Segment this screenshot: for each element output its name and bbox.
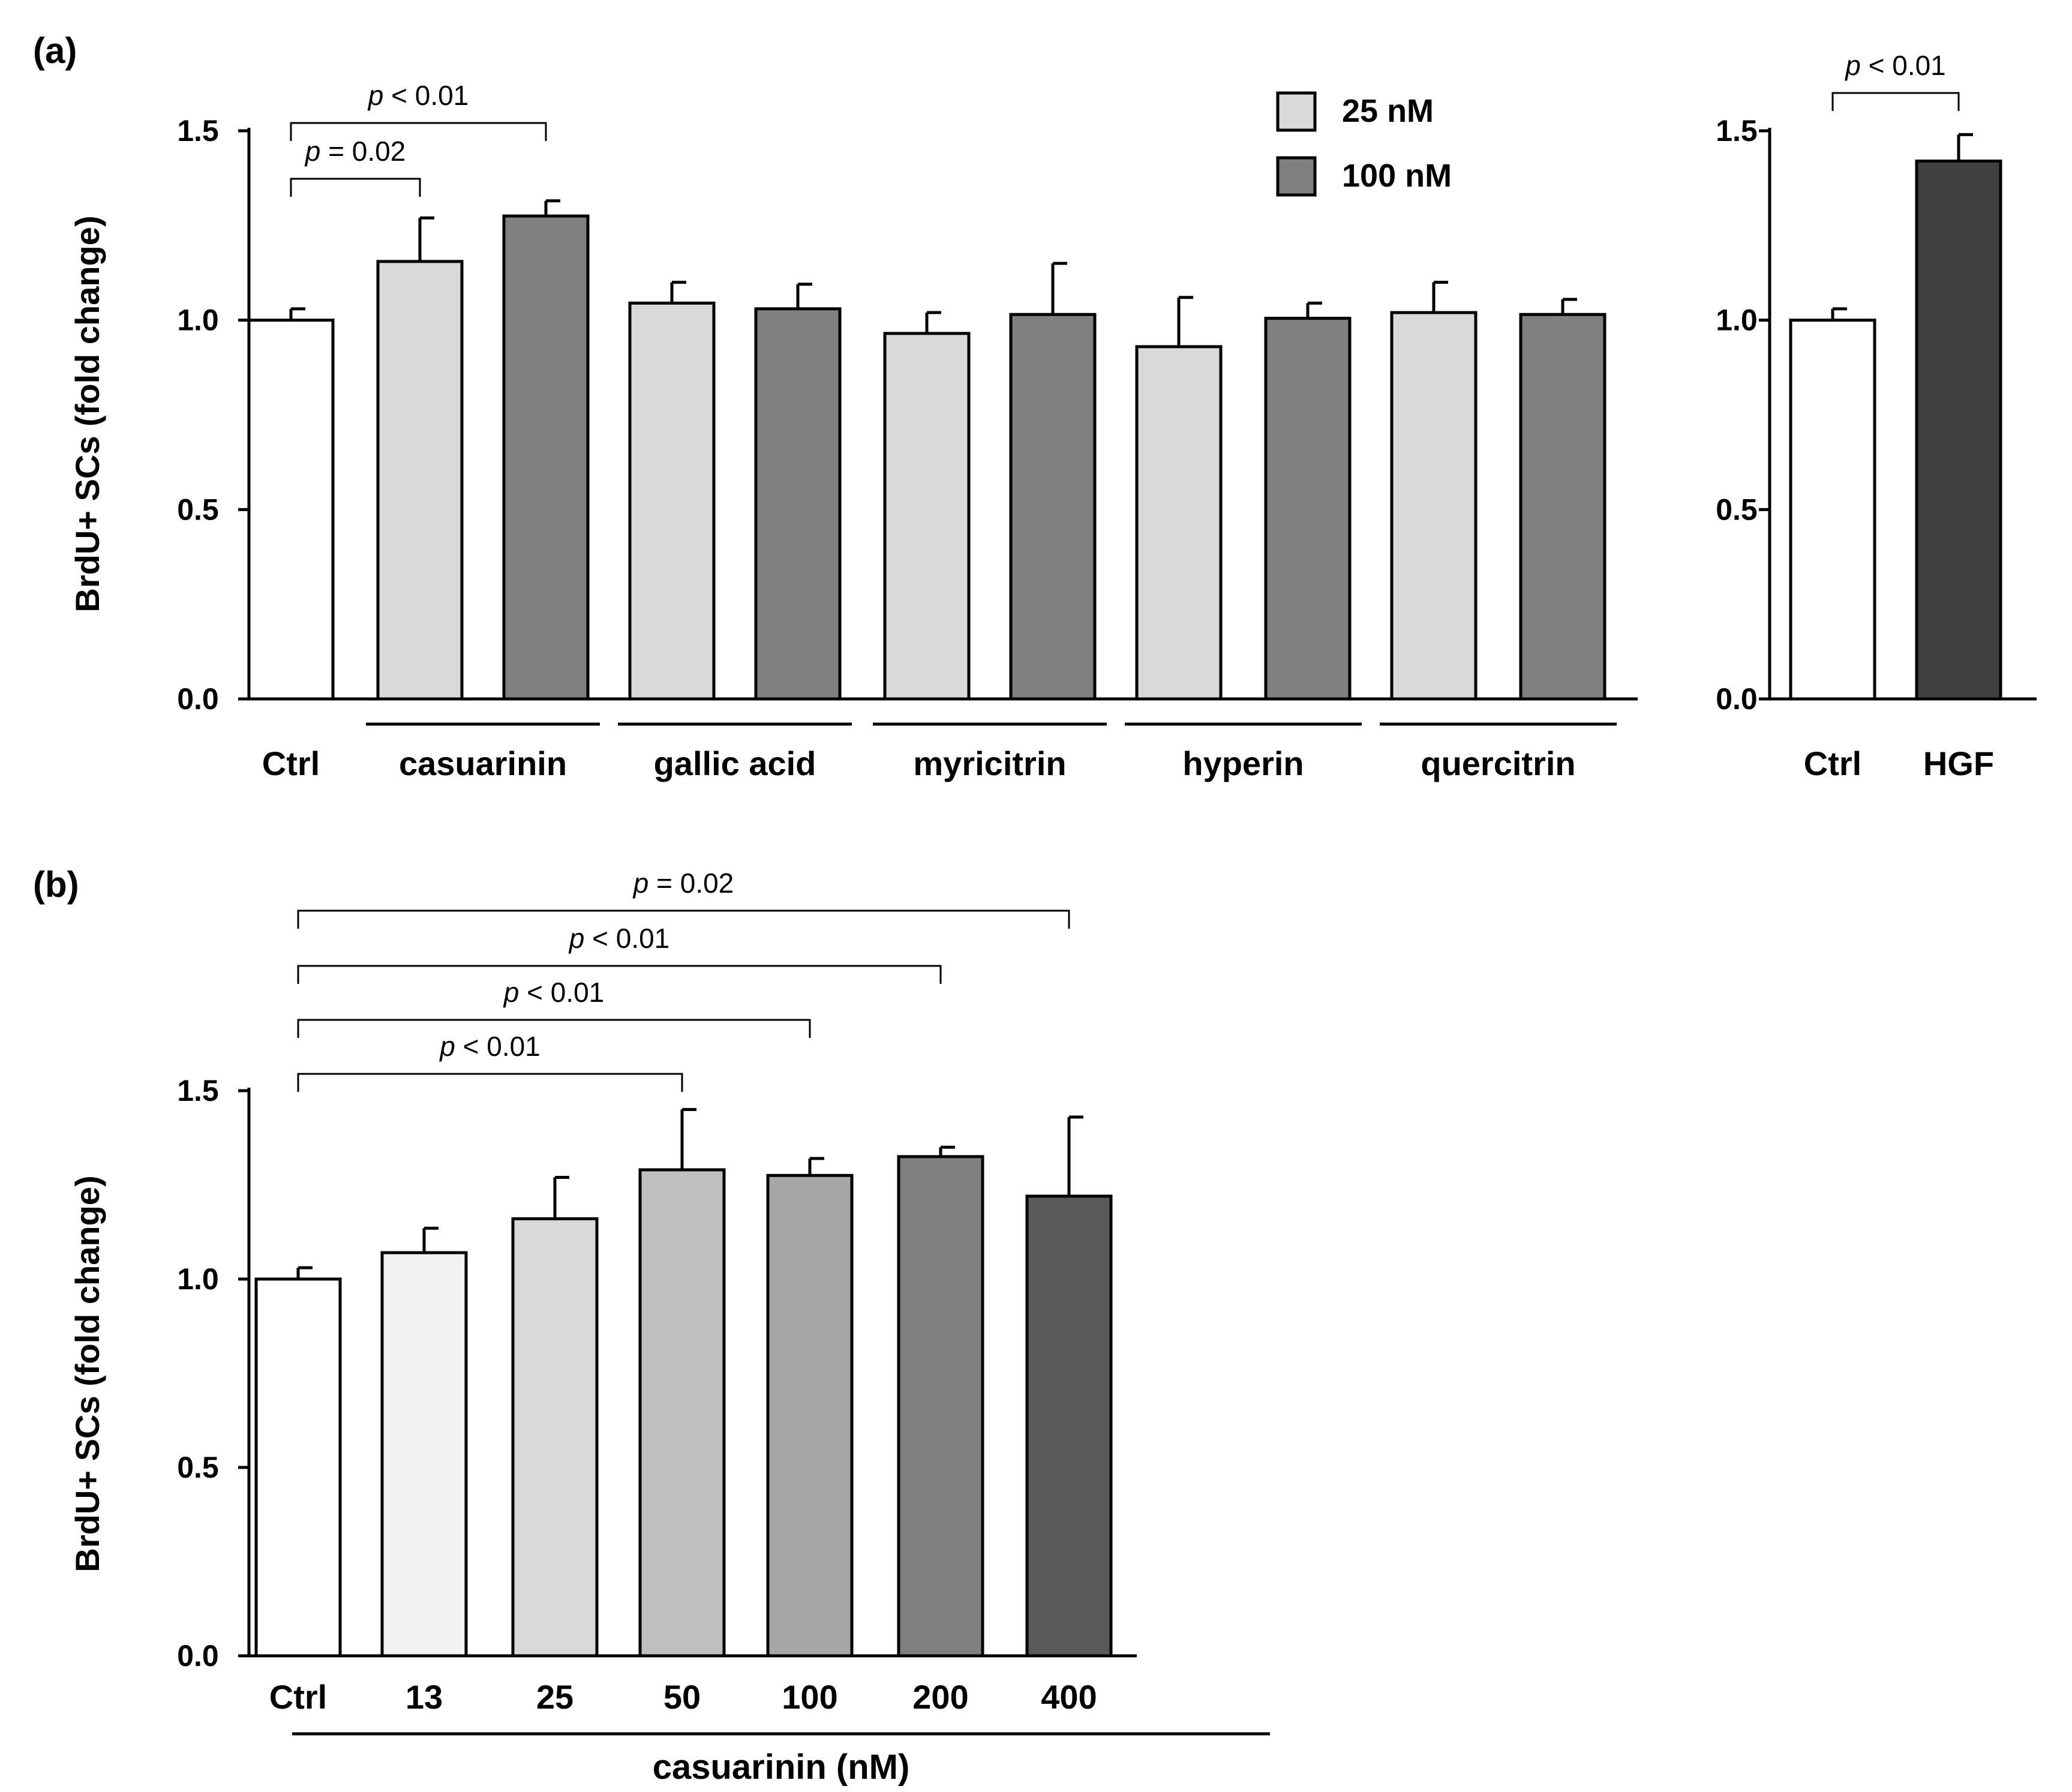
significance-label-value: < 0.01 <box>584 923 669 954</box>
x-category-label: gallic acid <box>654 745 816 782</box>
y-tick-label: 0.0 <box>177 1639 219 1673</box>
legend-swatch <box>1276 156 1317 197</box>
bar <box>1390 311 1478 701</box>
bar <box>1789 319 1876 701</box>
bar <box>638 1168 726 1658</box>
bar <box>766 1173 854 1658</box>
y-axis-label: BrdU+ SCs (fold change) <box>68 215 106 612</box>
x-category-label: 25 <box>536 1678 573 1716</box>
significance-label: p < 0.01 <box>1844 50 1946 81</box>
significance-bracket <box>290 178 421 197</box>
significance-label-value: < 0.01 <box>1861 50 1946 81</box>
significance-bracket <box>297 1073 683 1092</box>
significance-label-p: p <box>568 923 585 954</box>
x-category-label: 100 <box>782 1678 837 1716</box>
significance-label-p: p <box>304 136 321 167</box>
y-tick-label: 1.5 <box>177 114 219 148</box>
bar <box>254 1277 342 1658</box>
significance-label: p = 0.02 <box>304 136 406 167</box>
significance-label-p: p <box>503 977 519 1008</box>
significance-label-value: = 0.02 <box>320 136 406 167</box>
x-category-label: 400 <box>1041 1678 1097 1716</box>
y-tick-label: 0.5 <box>177 493 219 526</box>
legend-label: 100 nM <box>1342 158 1452 194</box>
significance-bracket <box>1831 92 1960 111</box>
bar <box>897 1155 984 1658</box>
y-tick-label: 1.5 <box>177 1074 219 1107</box>
y-tick-label: 1.0 <box>1716 304 1758 337</box>
y-tick-label: 1.0 <box>177 304 219 337</box>
significance-label-value: < 0.01 <box>455 1031 540 1062</box>
x-category-label: quercitrin <box>1421 745 1575 782</box>
x-category-label: 13 <box>406 1678 443 1716</box>
significance-bracket <box>290 122 547 141</box>
significance-label: p < 0.01 <box>367 80 469 111</box>
panel-label: (b) <box>33 865 79 905</box>
y-tick-label: 0.0 <box>1716 682 1758 716</box>
significance-label: p = 0.02 <box>632 868 734 899</box>
bar <box>1519 313 1606 701</box>
significance-label-p: p <box>632 868 649 899</box>
significance-label-p: p <box>1844 50 1861 81</box>
bar <box>1915 160 2002 701</box>
panel-b: 0.0 0.5 1.0 1.5 BrdU+ SCs (fold change) (b) <box>33 865 1137 1673</box>
bar <box>628 301 716 701</box>
y-tick-label: 0.0 <box>177 682 219 716</box>
bar <box>511 1217 599 1658</box>
significance-label-value: = 0.02 <box>648 868 734 899</box>
x-category-label: 50 <box>663 1678 701 1716</box>
x-category-label: Ctrl <box>262 745 320 782</box>
bar <box>376 260 464 701</box>
y-tick-label: 1.0 <box>177 1262 219 1296</box>
bar <box>1025 1194 1113 1658</box>
x-category-label: hyperin <box>1182 745 1304 782</box>
y-axis-label: BrdU+ SCs (fold change) <box>68 1175 106 1572</box>
significance-label-p: p <box>367 80 384 111</box>
panel-a_main: 0.0 0.5 1.0 1.5 BrdU+ SCs (fold change) (a) <box>33 31 1638 716</box>
bar <box>247 319 335 701</box>
legend-swatch <box>1276 91 1317 132</box>
significance-label: p < 0.01 <box>503 977 605 1008</box>
significance-bracket <box>297 909 1070 929</box>
panel-a_hgf: 0.0 0.5 1.0 1.5 <box>1716 92 2037 716</box>
bar <box>1264 317 1352 701</box>
legend-label: 25 nM <box>1342 93 1434 129</box>
x-axis-label: casuarinin (nM) <box>653 1748 910 1787</box>
significance-label-p: p <box>439 1031 455 1062</box>
bar <box>502 214 590 701</box>
bar <box>380 1251 468 1658</box>
significance-bracket <box>297 965 942 984</box>
bar <box>1135 345 1223 701</box>
significance-bracket <box>297 1019 811 1038</box>
legend: 25 nM 100 nM <box>1276 91 1452 197</box>
panel-label: (a) <box>33 31 77 71</box>
y-tick-label: 1.5 <box>1716 114 1758 148</box>
x-category-label: Ctrl <box>269 1678 327 1716</box>
significance-label-value: < 0.01 <box>519 977 604 1008</box>
significance-label: p < 0.01 <box>439 1031 540 1062</box>
significance-label-value: < 0.01 <box>383 80 469 111</box>
x-category-label: myricitrin <box>913 745 1066 782</box>
x-category-label: HGF <box>1923 745 1994 782</box>
significance-label: p < 0.01 <box>568 923 670 954</box>
x-category-label: Ctrl <box>1804 745 1861 782</box>
y-tick-label: 0.5 <box>177 1451 219 1484</box>
x-category-label: 200 <box>912 1678 968 1716</box>
x-category-label: casuarinin <box>399 745 567 782</box>
bar <box>883 332 971 701</box>
bar <box>754 307 842 701</box>
bar <box>1009 313 1097 701</box>
y-tick-label: 0.5 <box>1716 493 1758 526</box>
